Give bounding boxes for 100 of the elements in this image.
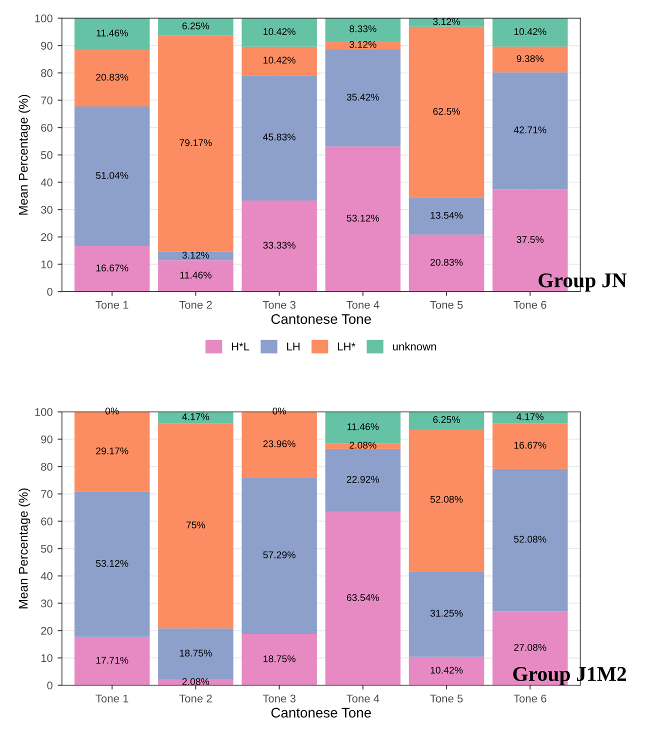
- bar: [408, 26, 484, 198]
- data-label: 11.46%: [96, 30, 128, 36]
- x-tick-label: Tone 5: [430, 694, 463, 702]
- bar: [242, 18, 317, 47]
- bar: [74, 106, 150, 246]
- bar: [74, 246, 150, 292]
- data-label: 3.12%: [350, 41, 376, 48]
- y-tick-label: 50: [41, 544, 52, 553]
- y-tick-label: 0: [47, 288, 52, 296]
- bar: [74, 50, 150, 106]
- data-label: 53.12%: [346, 214, 380, 222]
- bar: [325, 512, 401, 686]
- data-label: 42.71%: [514, 126, 546, 134]
- data-label: 20.83%: [96, 74, 128, 81]
- y-tick-label: 100: [35, 14, 52, 22]
- y-tick-label: 100: [35, 408, 52, 416]
- x-axis-title: Cantonese Tone: [271, 314, 371, 324]
- bar: [158, 35, 234, 252]
- bar: [408, 656, 484, 686]
- data-label: 52.08%: [514, 536, 546, 543]
- data-label: 62.5%: [433, 108, 460, 115]
- y-tick-label: 70: [41, 96, 52, 104]
- x-tick-label: Tone 3: [262, 694, 296, 702]
- data-label: 35.42%: [346, 94, 380, 101]
- y-tick-label: 30: [40, 206, 52, 214]
- bar: [242, 477, 317, 634]
- data-label: 3.12%: [182, 252, 210, 259]
- data-label: 52.08%: [430, 496, 463, 503]
- y-tick-label: 80: [41, 462, 52, 471]
- data-label: 11.46%: [180, 272, 212, 279]
- bar: [242, 75, 317, 200]
- legend-label: unknown: [393, 342, 436, 350]
- data-label: 79.17%: [180, 139, 212, 146]
- data-label: 10.42%: [264, 56, 296, 64]
- bar: [242, 634, 317, 686]
- data-label: 29.17%: [96, 447, 128, 454]
- data-label: 75%: [186, 522, 206, 528]
- y-tick-label: 30: [40, 600, 52, 608]
- data-label: 57.29%: [263, 551, 296, 558]
- bar: [158, 412, 234, 424]
- bar: [325, 412, 401, 444]
- x-tick-label: Tone 1: [96, 694, 128, 702]
- bar: [408, 18, 484, 27]
- x-tick-label: Tone 2: [179, 300, 212, 309]
- data-label: 6.25%: [433, 416, 460, 424]
- y-tick-label: 10: [41, 260, 52, 268]
- x-tick-label: Tone 1: [96, 301, 128, 309]
- bar: [492, 72, 568, 190]
- y-tick-label: 10: [41, 654, 52, 662]
- bar: [408, 412, 484, 429]
- x-tick-label: Tone 6: [514, 300, 546, 309]
- data-label: 2.08%: [182, 678, 210, 686]
- bar: [74, 18, 150, 50]
- data-label: 33.33%: [263, 242, 296, 249]
- bar: [492, 412, 568, 424]
- bar: [158, 423, 234, 628]
- x-tick-label: Tone 2: [179, 694, 212, 702]
- legend-label: LH*: [338, 342, 356, 350]
- data-label: 10.42%: [430, 666, 463, 674]
- data-label: 53.12%: [96, 560, 128, 567]
- bar: [408, 198, 484, 235]
- data-label: 18.75%: [264, 655, 296, 662]
- bar: [325, 41, 401, 50]
- bar: [158, 18, 234, 36]
- y-tick-label: 50: [41, 151, 52, 160]
- data-label: 20.83%: [430, 258, 463, 266]
- data-label: 31.25%: [430, 610, 463, 617]
- bar: [492, 18, 568, 47]
- y-tick-label: 70: [41, 490, 52, 498]
- x-tick-label: Tone 4: [346, 694, 380, 702]
- bar: [325, 50, 401, 146]
- bar: [242, 200, 317, 292]
- y-tick-label: 40: [40, 572, 52, 580]
- data-label: 9.38%: [516, 55, 544, 62]
- y-axis-title: Mean Percentage (%): [18, 488, 30, 608]
- y-tick-label: 60: [41, 518, 52, 526]
- data-label: 4.17%: [516, 413, 544, 420]
- bar: [325, 443, 401, 449]
- bar: [325, 448, 401, 512]
- bar: [325, 146, 401, 292]
- bar: [325, 18, 401, 42]
- bar: [158, 260, 234, 292]
- bar: [408, 234, 484, 292]
- x-tick-label: Tone 5: [430, 301, 463, 309]
- y-tick-label: 90: [41, 42, 52, 50]
- data-label: 10.42%: [264, 28, 296, 36]
- bar: [158, 252, 234, 260]
- data-label: 8.33%: [350, 25, 376, 32]
- data-label: 18.75%: [180, 650, 212, 657]
- bar: [74, 636, 150, 686]
- y-tick-label: 60: [41, 124, 52, 132]
- data-label: 16.67%: [96, 264, 128, 272]
- data-label: 63.54%: [346, 594, 380, 602]
- y-tick-label: 80: [41, 69, 52, 78]
- bar: [492, 468, 568, 612]
- legend-label: H*L: [232, 342, 250, 350]
- data-label: 17.71%: [96, 656, 128, 664]
- data-label: 23.96%: [263, 440, 296, 448]
- data-label: 27.08%: [514, 644, 546, 651]
- bar: [408, 571, 484, 657]
